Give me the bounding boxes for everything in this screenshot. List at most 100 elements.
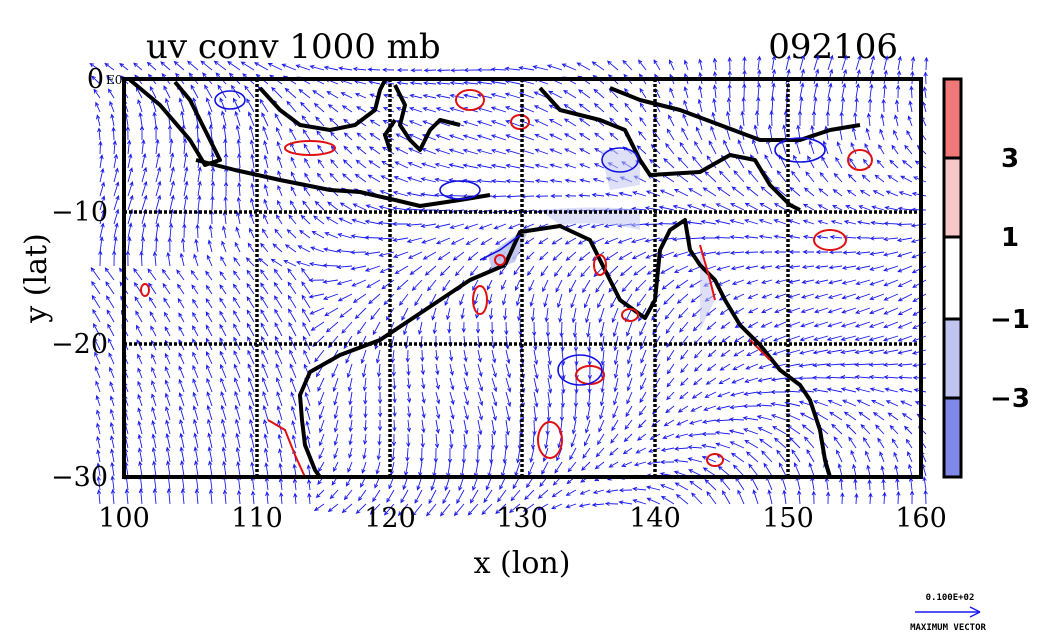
wind-vector-arrow <box>894 99 900 113</box>
wind-vector-arrow <box>910 223 927 228</box>
wind-vector-arrow <box>141 180 148 197</box>
wind-vector-arrow <box>94 351 101 365</box>
wind-vector-arrow <box>893 129 899 141</box>
wind-vector-arrow <box>706 491 717 505</box>
wind-vector-arrow <box>210 195 215 211</box>
wind-vector-arrow <box>236 489 242 505</box>
wind-vector-arrow <box>127 236 132 253</box>
wind-vector-arrow <box>480 237 493 246</box>
wind-vector-arrow <box>233 323 241 337</box>
wind-vector-arrow <box>561 63 577 71</box>
wind-vector-arrow <box>715 418 731 423</box>
wind-vector-arrow <box>467 251 479 261</box>
wind-vector-arrow <box>322 263 339 268</box>
wind-vector-arrow <box>205 311 213 323</box>
wind-vector-arrow <box>208 488 214 505</box>
wind-vector-arrow <box>744 218 759 225</box>
wind-vector-arrow <box>567 461 577 473</box>
wind-vector-arrow <box>836 141 843 155</box>
wind-vector-arrow <box>802 203 815 211</box>
wind-vector-arrow <box>119 62 129 71</box>
wind-vector-arrow <box>483 489 493 504</box>
wind-vector-arrow <box>178 365 185 379</box>
wind-vector-arrow <box>287 281 297 295</box>
wind-vector-arrow <box>908 476 914 491</box>
wind-vector-arrow <box>773 321 787 328</box>
wind-vector-arrow <box>450 68 465 73</box>
wind-vector-arrow <box>222 460 227 477</box>
wind-vector-arrow <box>778 462 787 477</box>
wind-vector-arrow <box>219 310 227 323</box>
wind-vector-arrow <box>412 503 423 517</box>
wind-vector-arrow <box>637 419 647 429</box>
wind-vector-arrow <box>112 140 117 155</box>
wind-vector-arrow <box>435 405 441 420</box>
wind-vector-arrow <box>408 120 423 127</box>
wind-vector-arrow <box>449 106 465 113</box>
wind-vector-arrow <box>855 279 871 286</box>
wind-vector-arrow <box>763 462 773 477</box>
wind-vector-arrow <box>490 163 507 169</box>
wind-vector-arrow <box>432 321 437 335</box>
wind-vector-arrow <box>260 309 269 323</box>
wind-vector-arrow <box>794 139 801 155</box>
wind-vector-arrow <box>310 321 325 331</box>
wind-vector-arrow <box>687 445 703 450</box>
wind-vector-arrow <box>367 67 381 72</box>
wind-vector-arrow <box>152 488 158 505</box>
wind-vector-arrow <box>666 391 675 401</box>
wind-vector-arrow <box>773 249 786 255</box>
wind-vector-arrow <box>895 477 900 491</box>
wind-vector-arrow <box>401 307 409 321</box>
wind-vector-arrow <box>660 495 675 505</box>
wind-vector-arrow <box>289 349 297 365</box>
wind-vector-arrow <box>854 335 871 342</box>
wind-vector-arrow <box>677 156 689 169</box>
wind-vector-arrow <box>785 54 791 71</box>
wind-vector-arrow <box>151 393 157 407</box>
wind-vector-arrow <box>95 101 101 113</box>
wind-vector-arrow <box>263 198 269 211</box>
wind-vector-arrow <box>524 237 535 245</box>
wind-vector-arrow <box>715 442 731 449</box>
wind-vector-arrow <box>791 449 801 463</box>
wind-vector-arrow <box>449 377 455 391</box>
wind-vector-arrow <box>505 363 511 379</box>
wind-vector-arrow <box>286 228 297 239</box>
wind-vector-arrow <box>137 380 143 393</box>
wind-vector-arrow <box>463 80 479 85</box>
wind-vector-arrow <box>409 80 423 86</box>
wind-vector-arrow <box>640 349 647 364</box>
wind-vector-arrow <box>802 219 815 225</box>
wind-vector-arrow <box>759 202 773 211</box>
wind-vector-arrow <box>770 389 786 395</box>
wind-vector-arrow <box>249 139 255 155</box>
wind-vector-arrow <box>113 208 120 225</box>
wind-vector-arrow <box>275 349 283 365</box>
wind-vector-arrow <box>396 67 409 73</box>
wind-vector-arrow <box>746 451 759 463</box>
colorbar-segment <box>944 319 961 398</box>
wind-vector-arrow <box>909 490 915 505</box>
wind-vector-arrow <box>392 237 409 243</box>
wind-vector-arrow <box>533 377 539 394</box>
wind-vector-arrow <box>855 250 871 256</box>
wind-vector-arrow <box>194 460 199 477</box>
wind-vector-arrow <box>432 461 437 478</box>
wind-vector-arrow <box>271 86 283 99</box>
wind-vector-arrow <box>164 366 171 379</box>
wind-vector-arrow <box>408 133 423 141</box>
wind-vector-arrow <box>327 503 339 513</box>
wind-vector-arrow <box>263 433 269 449</box>
wind-vector-arrow <box>676 419 689 426</box>
wind-vector-arrow <box>787 307 801 314</box>
wind-vector-arrow <box>372 321 381 336</box>
wind-vector-arrow <box>561 377 566 394</box>
wind-vector-arrow <box>742 416 759 421</box>
wind-vector-arrow <box>179 446 185 463</box>
wind-vector-arrow <box>462 93 479 99</box>
wind-vector-arrow <box>380 175 395 183</box>
wind-vector-arrow <box>700 219 717 225</box>
wind-vector-arrow <box>421 405 426 419</box>
wind-vector-arrow <box>336 248 353 254</box>
